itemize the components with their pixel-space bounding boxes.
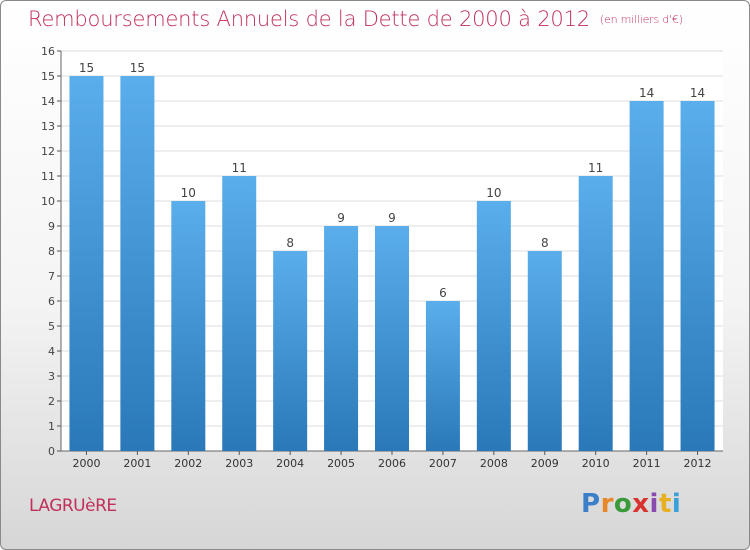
x-tick-label: 2009 [531,457,559,470]
bar-2004 [273,251,308,451]
y-tick-label: 3 [48,370,55,383]
bar-2006 [375,226,409,451]
y-tick-label: 12 [41,145,55,158]
y-tick-label: 11 [41,170,55,183]
y-tick-label: 15 [41,70,55,83]
chart-unit-label: (en milliers d'€) [599,13,683,26]
y-tick-label: 9 [48,220,55,233]
x-tick-label: 2005 [327,457,355,470]
bar-2003 [222,176,257,451]
logo-letter: i [649,489,659,519]
logo-letter: o [613,489,633,519]
x-tick-label: 2003 [225,457,253,470]
y-tick-label: 14 [41,95,55,108]
data-label: 10 [486,186,501,200]
logo-letter: t [658,489,672,519]
x-tick-label: 2011 [633,457,661,470]
bar-2002 [171,201,206,451]
bar-2012 [680,101,715,451]
x-tick-label: 2007 [429,457,457,470]
logo-letter: r [600,489,614,519]
bar-2000 [69,76,104,451]
proxiti-logo: Proxiti [581,489,681,519]
bars [69,76,715,451]
data-labels: 15 15 10 11 8 9 9 6 10 8 11 14 14 [79,61,705,300]
data-label: 11 [232,161,247,175]
y-tick-label: 10 [41,195,55,208]
data-label: 8 [541,236,549,250]
x-tick-label: 2012 [684,457,712,470]
y-tick-label: 0 [48,445,55,458]
bar-2008 [476,201,511,451]
y-tick-label: 8 [48,245,55,258]
bar-2007 [425,301,460,451]
data-label: 14 [639,86,654,100]
y-tick-label: 13 [41,120,55,133]
y-tick-label: 7 [48,270,55,283]
x-tick-label: 2002 [174,457,202,470]
x-tick-label: 2004 [276,457,304,470]
data-label: 8 [286,236,294,250]
x-tick-label: 2008 [480,457,508,470]
data-label: 14 [690,86,705,100]
x-tick-label: 2000 [72,457,100,470]
commune-name: LAGRUèRE [29,496,117,516]
logo-letter: i [671,489,682,519]
y-tick-label: 2 [48,395,55,408]
y-tick-label: 5 [48,320,55,333]
y-tick-label: 6 [48,295,55,308]
data-label: 9 [388,211,396,225]
chart-title-text: Remboursements Annuels de la Dette de 20… [28,7,590,31]
y-tick-label: 1 [48,420,55,433]
data-label: 10 [181,186,196,200]
x-tick-label: 2010 [582,457,610,470]
logo-letter: P [581,489,601,519]
data-label: 15 [79,61,94,75]
logo-letter: x [632,489,650,519]
y-tick-label: 4 [48,345,55,358]
x-tick-label: 2006 [378,457,406,470]
data-label: 15 [130,61,145,75]
y-tick-label: 16 [41,45,55,58]
chart-title: Remboursements Annuels de la Dette de 20… [28,7,683,31]
bar-2001 [120,76,155,451]
data-label: 11 [588,161,603,175]
bar-2009 [527,251,562,451]
bar-2010 [578,176,613,451]
bar-2005 [324,226,359,451]
x-tick-label: 2001 [123,457,151,470]
bar-2011 [629,101,664,451]
data-label: 9 [337,211,345,225]
data-label: 6 [439,286,447,300]
